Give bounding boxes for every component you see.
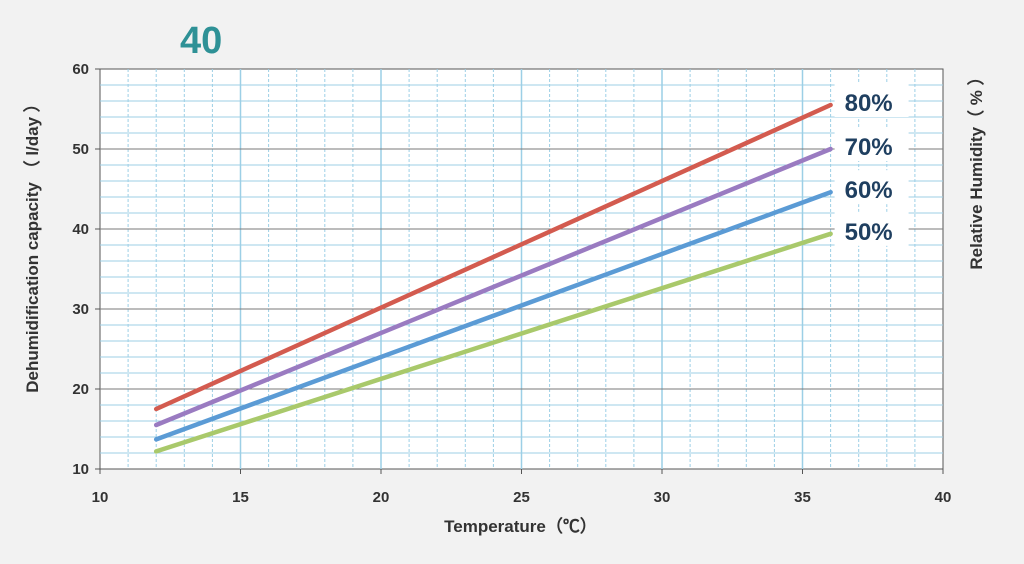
series-label-bg [834,170,909,205]
y-tick-label: 40 [72,221,89,238]
x-tick-label: 40 [935,489,952,506]
series-line-60pct [153,189,833,442]
chart-title: 40 [180,20,222,62]
y-tick-label: 50 [72,141,89,158]
series-label-60pct: 60% [845,177,893,204]
y-tick-label: 10 [72,461,89,478]
series-line-70pct [153,146,833,428]
x-tick-label: 30 [654,489,671,506]
series-label-70pct: 70% [845,134,893,161]
series-label-bg [834,211,909,246]
series-labels: 80% 70% 60% 50% [834,83,909,246]
y-tick-label: 20 [72,381,89,398]
series-lines [153,102,833,454]
y-tick-label: 60 [72,61,89,78]
x-tick-label: 10 [92,489,109,506]
major-grid [100,69,943,469]
x-tick-label: 35 [794,489,811,506]
series-label-bg [834,83,909,117]
y-axis-ticks: 10 20 30 40 50 60 [72,61,100,478]
x-axis-ticks: 10 15 20 25 30 35 40 [92,469,952,506]
x-tick-label: 15 [232,489,249,506]
x-axis-title: Temperature（℃） [444,516,597,536]
series-label-50pct: 50% [845,219,893,246]
series-line-80pct [153,102,833,412]
x-tick-label: 20 [373,489,390,506]
series-line-50pct [153,231,833,454]
secondary-axis-title: Relative Humidity（ % ） [966,68,986,269]
series-label-80pct: 80% [845,90,893,117]
y-axis-title: Dehumidification capacity （ l/day ） [22,95,42,393]
series-label-bg [834,127,909,161]
y-tick-label: 30 [72,301,89,318]
x-tick-label: 25 [513,489,530,506]
